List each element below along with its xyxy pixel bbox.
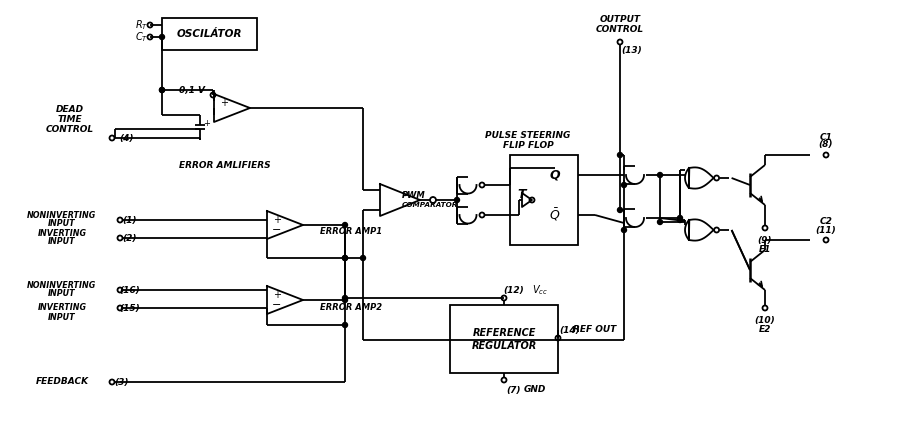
Polygon shape	[685, 219, 714, 240]
Circle shape	[677, 215, 683, 220]
Text: 0,1 V: 0,1 V	[179, 85, 205, 95]
Text: GND: GND	[524, 385, 547, 395]
Text: NONINVERTING: NONINVERTING	[27, 211, 97, 219]
Circle shape	[343, 255, 347, 261]
Text: REF OUT: REF OUT	[573, 325, 617, 335]
Polygon shape	[214, 94, 250, 122]
Text: (15): (15)	[120, 304, 141, 312]
Text: −: −	[272, 225, 282, 235]
Text: INPUT: INPUT	[48, 219, 76, 229]
Text: PWM: PWM	[402, 191, 426, 201]
Polygon shape	[267, 286, 303, 314]
Text: REGULATOR: REGULATOR	[472, 341, 537, 351]
Circle shape	[343, 296, 347, 300]
Text: $R_T$: $R_T$	[134, 18, 148, 32]
Text: DEAD: DEAD	[56, 106, 84, 114]
Text: INPUT: INPUT	[48, 237, 76, 247]
Text: (7): (7)	[506, 385, 521, 395]
Polygon shape	[685, 167, 714, 189]
Circle shape	[160, 88, 165, 92]
Text: TIME: TIME	[58, 116, 82, 124]
Text: (3): (3)	[115, 378, 129, 386]
Text: OUTPUT: OUTPUT	[600, 15, 641, 25]
Text: NONINVERTING: NONINVERTING	[27, 280, 97, 290]
Text: (2): (2)	[122, 233, 137, 243]
Text: E2: E2	[759, 325, 771, 335]
Circle shape	[160, 88, 165, 92]
Polygon shape	[457, 177, 476, 194]
Circle shape	[343, 297, 347, 303]
Circle shape	[160, 35, 165, 39]
Text: REFERENCE: REFERENCE	[473, 328, 536, 338]
Polygon shape	[380, 184, 420, 216]
Text: PULSE STEERING: PULSE STEERING	[485, 131, 570, 139]
Text: INPUT: INPUT	[48, 312, 76, 321]
Polygon shape	[522, 193, 532, 207]
Text: +: +	[273, 215, 281, 225]
Polygon shape	[624, 209, 644, 227]
Circle shape	[454, 198, 460, 202]
Circle shape	[360, 255, 366, 261]
Circle shape	[657, 173, 663, 177]
Text: $V_{cc}$: $V_{cc}$	[532, 283, 548, 297]
Text: ERROR AMP2: ERROR AMP2	[320, 303, 382, 311]
Text: CONTROL: CONTROL	[46, 126, 94, 134]
Text: C1: C1	[820, 134, 833, 142]
Text: (1): (1)	[122, 215, 137, 225]
Text: (13): (13)	[622, 46, 643, 54]
Polygon shape	[267, 211, 303, 239]
Text: OSCILÁTOR: OSCILÁTOR	[176, 29, 242, 39]
Bar	[510, 155, 578, 245]
Text: +: +	[204, 120, 210, 128]
Bar	[162, 18, 257, 50]
Text: T: T	[517, 188, 526, 201]
Circle shape	[657, 219, 663, 225]
Text: ERROR AMLIFIERS: ERROR AMLIFIERS	[179, 160, 271, 170]
Text: INVERTING: INVERTING	[37, 304, 87, 312]
Text: ERROR AMP1: ERROR AMP1	[320, 227, 382, 237]
Circle shape	[343, 322, 347, 328]
Text: FLIP FLOP: FLIP FLOP	[503, 141, 553, 149]
Bar	[450, 305, 558, 373]
Text: $C_T$: $C_T$	[134, 30, 148, 44]
Circle shape	[343, 223, 347, 227]
Polygon shape	[457, 206, 476, 223]
Text: (4): (4)	[120, 134, 134, 142]
Circle shape	[343, 255, 347, 261]
Circle shape	[622, 227, 626, 233]
Text: (10): (10)	[755, 315, 775, 325]
Text: (16): (16)	[120, 286, 141, 294]
Text: E1: E1	[759, 246, 771, 254]
Text: C2: C2	[820, 218, 833, 226]
Circle shape	[618, 208, 622, 212]
Text: Q: Q	[549, 169, 560, 181]
Text: (14): (14)	[559, 325, 580, 335]
Text: +: +	[220, 98, 228, 108]
Text: (12): (12)	[504, 286, 525, 294]
Text: (8): (8)	[819, 141, 834, 149]
Text: INPUT: INPUT	[48, 290, 76, 299]
Polygon shape	[624, 166, 644, 184]
Text: (9): (9)	[758, 236, 772, 244]
Text: +: +	[273, 290, 281, 300]
Text: INVERTING: INVERTING	[37, 229, 87, 237]
Text: COMPARATOR: COMPARATOR	[402, 202, 459, 208]
Circle shape	[677, 218, 683, 223]
Text: CONTROL: CONTROL	[596, 25, 644, 35]
Circle shape	[618, 152, 622, 158]
Text: −: −	[272, 300, 282, 310]
Text: (11): (11)	[815, 226, 836, 234]
Circle shape	[622, 183, 626, 187]
Text: FEEDBACK: FEEDBACK	[36, 378, 89, 386]
Text: $\bar{Q}$: $\bar{Q}$	[549, 207, 560, 223]
